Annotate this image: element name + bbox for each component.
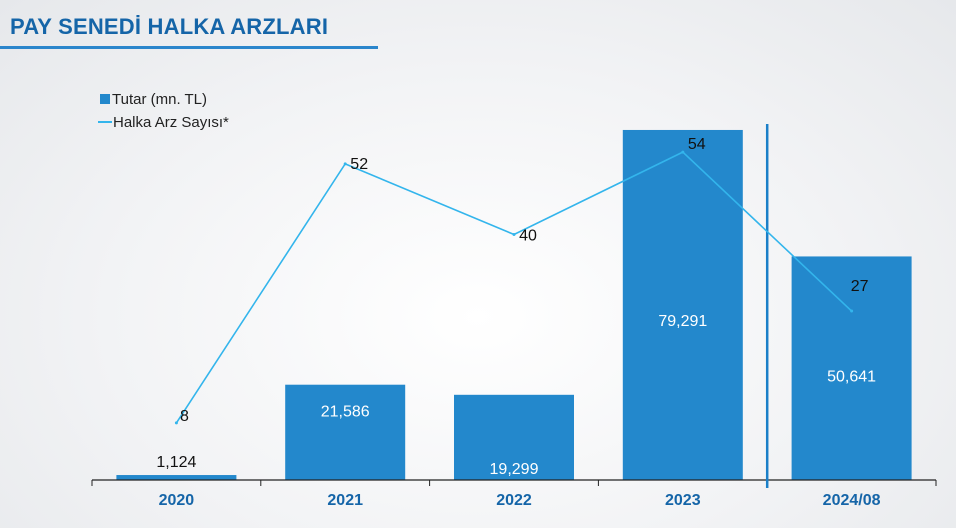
bar-2024/08 — [791, 256, 912, 480]
bar-value-label-2024/08: 50,641 — [827, 369, 876, 386]
x-tick-label-2024/08: 2024/08 — [823, 492, 881, 509]
bar-2023 — [622, 129, 743, 481]
line-point-2023 — [681, 150, 685, 154]
line-point-2020 — [174, 421, 178, 425]
line-series: 8 52 40 54 27 — [174, 136, 869, 425]
x-tick-label-2022: 2022 — [496, 492, 532, 509]
x-axis: 2020 2021 2022 2023 2024/08 — [91, 124, 937, 509]
bar-value-label-2022: 19,299 — [490, 461, 539, 478]
line-point-2021 — [343, 162, 347, 166]
line-value-label-2022: 40 — [519, 228, 537, 245]
bar-2020 — [116, 475, 237, 480]
bar-value-label-2023: 79,291 — [658, 313, 707, 330]
bar-series: 1,124 21,586 19,299 79,291 50,641 — [116, 129, 912, 481]
x-tick-label-2020: 2020 — [159, 492, 195, 509]
line-point-2022 — [512, 233, 516, 237]
line-value-label-2024/08: 27 — [851, 278, 869, 295]
bar-value-label-2021: 21,586 — [321, 404, 370, 421]
x-tick-label-2021: 2021 — [327, 492, 363, 509]
line-value-label-2023: 54 — [688, 136, 706, 153]
page-title: PAY SENEDİ HALKA ARZLARI — [10, 14, 329, 39]
bar-2022 — [454, 394, 574, 480]
line-point-2024/08 — [850, 309, 854, 313]
line-value-label-2021: 52 — [350, 156, 368, 173]
x-tick-label-2023: 2023 — [665, 492, 701, 509]
legend: Tutar (mn. TL) Halka Arz Sayısı* — [98, 91, 229, 131]
bar-value-label-2020: 1,124 — [156, 454, 196, 471]
legend-label-line: Halka Arz Sayısı* — [113, 114, 229, 131]
legend-label-bar: Tutar (mn. TL) — [112, 91, 207, 108]
title-underline — [0, 46, 378, 49]
line-path — [175, 151, 853, 424]
line-value-label-2020: 8 — [180, 408, 189, 425]
bar-2021 — [285, 384, 406, 480]
legend-swatch-bar — [100, 94, 110, 104]
